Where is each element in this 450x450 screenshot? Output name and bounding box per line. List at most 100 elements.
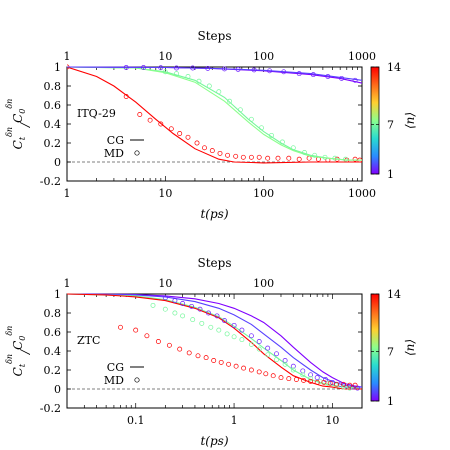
series-point-md	[206, 310, 211, 316]
y-label-sup: δn	[5, 354, 14, 364]
series-point-md	[248, 341, 254, 347]
series-point-md	[225, 152, 231, 158]
series-point-md	[162, 295, 168, 301]
colorbar-tick-label: 14	[387, 288, 401, 301]
colorbar-tick-label: 1	[387, 395, 394, 408]
series-line-cg	[67, 66, 362, 164]
colorbar-tick-label: 7	[387, 119, 394, 132]
series-point-md	[274, 357, 279, 363]
legend-circle-swatch	[134, 377, 140, 383]
series-point-md	[248, 367, 254, 373]
series-point-md	[274, 351, 279, 357]
series-point-md	[341, 384, 347, 390]
x-tick-label: 1	[64, 187, 71, 200]
y-tick-label: 0	[54, 383, 61, 396]
y-tick-label: 0.6	[44, 326, 62, 339]
series-point-md	[224, 331, 230, 337]
y-tick-label: 0	[54, 156, 61, 169]
series-point-md	[216, 89, 222, 95]
y-axis-label: Ctδn/C0δn	[5, 99, 32, 150]
x2-tick-label: 1000	[348, 50, 376, 63]
y-label-main2: C	[11, 114, 25, 123]
series-point-md	[185, 74, 191, 79]
series-point-md	[302, 150, 307, 155]
series-point-md	[150, 302, 156, 308]
series-point-md	[296, 156, 302, 162]
y-tick-label: 0.2	[44, 364, 62, 377]
series-point-md	[281, 69, 287, 75]
series-point-md	[312, 152, 318, 158]
series-point-md	[347, 382, 353, 388]
series-point-md	[172, 310, 178, 316]
series-point-md	[279, 139, 285, 145]
colorbar-tick-label: 14	[387, 61, 401, 74]
series-point-md	[174, 65, 179, 71]
series-point-md	[208, 324, 214, 330]
series-point-md	[239, 327, 245, 333]
series-point-md	[222, 66, 227, 72]
x-tick-label: 0.1	[127, 414, 145, 427]
series-point-md	[352, 156, 358, 162]
legend-label: MD	[104, 147, 124, 160]
series-point-md	[196, 78, 202, 84]
series-point-md	[231, 322, 237, 328]
series-point-md	[144, 333, 150, 339]
y-tick-label: 1	[54, 288, 61, 301]
series-point-md	[314, 375, 320, 381]
y-tick-label: 0.8	[44, 307, 62, 320]
x2-tick-label: 100	[253, 50, 274, 63]
series-point-md	[197, 306, 203, 312]
colorbar	[370, 293, 380, 402]
x-tick-label: 10	[325, 414, 339, 427]
series-point-md	[339, 75, 345, 81]
series-point-md	[222, 318, 227, 324]
series-point-md	[352, 77, 358, 83]
legend-circle-swatch	[134, 150, 140, 156]
series-point-md	[327, 380, 333, 386]
series-point-md	[248, 154, 254, 160]
x-tick-label: 10	[158, 187, 172, 200]
series-point-md	[235, 66, 241, 72]
y-tick-label: 0.6	[44, 99, 62, 112]
series-point-md	[141, 65, 146, 70]
series-point-md	[202, 145, 207, 151]
series-point-md	[296, 71, 302, 77]
series-point-md	[286, 155, 292, 161]
series-point-md	[341, 381, 347, 387]
series-point-md	[308, 376, 314, 382]
x-tick-label: 1	[231, 414, 238, 427]
series-point-md	[190, 317, 196, 323]
colorbar-label: ⟨n⟩	[403, 112, 417, 129]
y-label-sub1: t	[18, 136, 27, 140]
series-point-md	[256, 339, 262, 344]
series-point-md	[158, 65, 164, 71]
series-line-cg	[67, 293, 362, 390]
series-point-md	[227, 98, 233, 104]
series-point-md	[308, 378, 314, 384]
series-point-md	[133, 327, 139, 333]
series-point-md	[239, 337, 245, 343]
series-point-md	[233, 153, 239, 159]
series-point-md	[218, 359, 224, 365]
x2-tick-label: 1	[64, 277, 71, 290]
y-tick-label: -0.2	[40, 402, 61, 415]
series-point-md	[323, 377, 328, 382]
series-point-md	[308, 372, 314, 378]
y-tick-label: 1	[54, 61, 61, 74]
series-point-md	[275, 155, 281, 161]
y-tick-label: 0.4	[44, 345, 62, 358]
y-tick-label: 0.8	[44, 80, 62, 93]
series-point-md	[194, 140, 200, 146]
colorbar	[370, 66, 380, 175]
panel-annotation: ZTC	[77, 334, 100, 347]
series-point-md	[256, 346, 262, 352]
series-line-cg	[67, 66, 362, 81]
series-point-md	[147, 117, 153, 123]
y-label-sep: /	[18, 348, 32, 355]
series-point-md	[118, 324, 123, 330]
series-point-md	[137, 112, 143, 117]
series-point-md	[155, 339, 161, 344]
y-label-main: C	[11, 367, 25, 376]
legend-label: MD	[104, 374, 124, 387]
